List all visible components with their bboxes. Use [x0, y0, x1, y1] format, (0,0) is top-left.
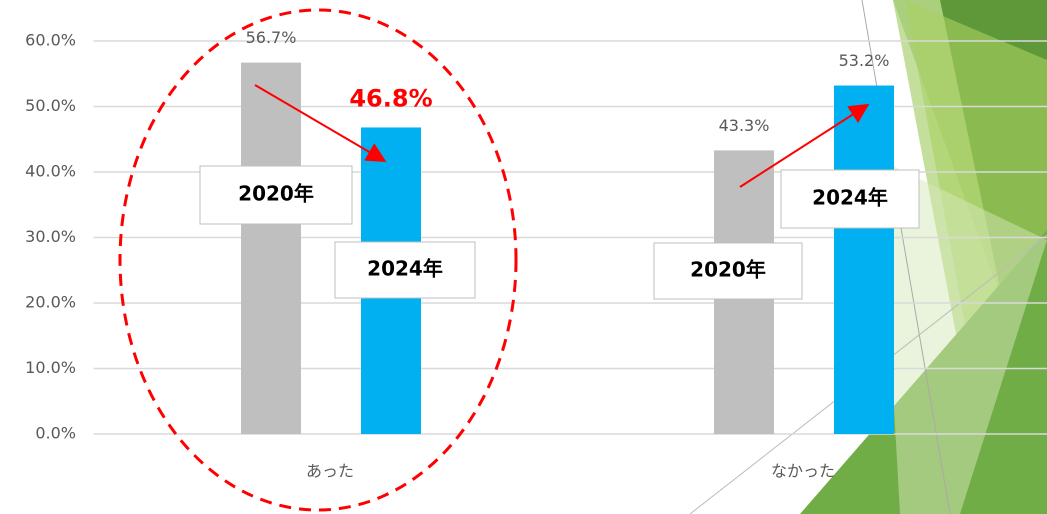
box-label: 2020年: [690, 258, 766, 282]
x-tick-label: なかった: [771, 462, 835, 481]
box-label: 2024年: [367, 257, 443, 281]
y-tick-label: 0.0%: [35, 424, 76, 443]
y-tick-label: 60.0%: [25, 31, 76, 50]
y-tick-label: 40.0%: [25, 162, 76, 181]
box-label: 2024年: [812, 186, 888, 210]
value-label: 53.2%: [839, 51, 890, 70]
value-label: 43.3%: [719, 116, 770, 135]
bar: [834, 86, 894, 434]
bar: [241, 63, 301, 434]
y-tick-label: 50.0%: [25, 96, 76, 115]
plot: 0.0% 10.0% 20.0% 30.0% 40.0% 50.0% 60.0% あった 56.…: [25, 28, 1047, 480]
x-tick-label: あった: [306, 462, 354, 481]
value-label: 46.8%: [349, 84, 432, 112]
y-tick-label: 30.0%: [25, 227, 76, 246]
chart: 0.0% 10.0% 20.0% 30.0% 40.0% 50.0% 60.0% あった 56.…: [0, 0, 1047, 514]
value-label: 56.7%: [246, 28, 297, 47]
y-tick-label: 10.0%: [25, 358, 76, 377]
box-label: 2020年: [238, 182, 314, 206]
series-box: 2020年 2024年 2020年 2024年: [200, 166, 919, 299]
y-tick-label: 20.0%: [25, 293, 76, 312]
